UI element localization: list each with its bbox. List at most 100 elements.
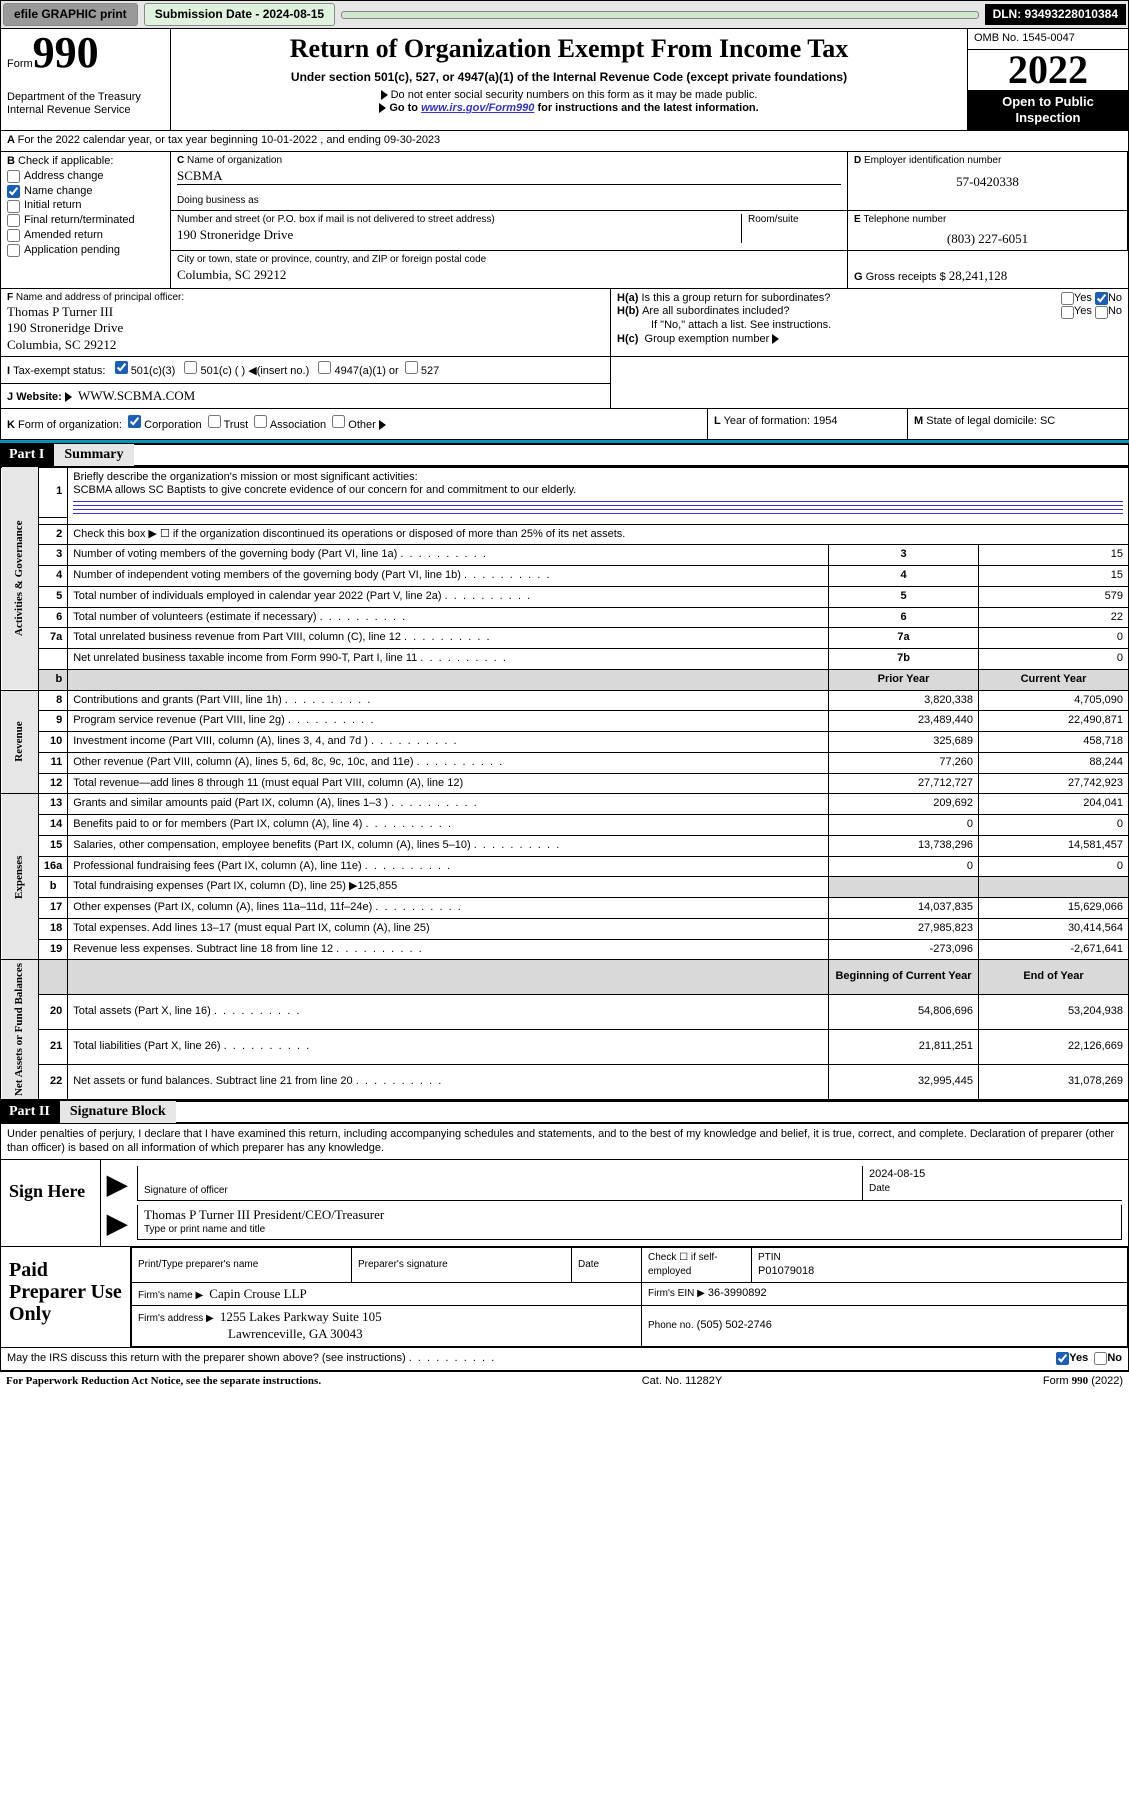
summary-table: Activities & Governance 1 Briefly descri… [0, 467, 1129, 1101]
q1: Briefly describe the organization's miss… [68, 467, 1129, 517]
spacer-pill [341, 11, 978, 19]
table-row: 7aTotal unrelated business revenue from … [1, 628, 1129, 649]
play-icon [379, 103, 386, 113]
row-i: I Tax-exempt status: 501(c)(3) 501(c) ( … [1, 357, 610, 384]
footer-right: Form 990 (2022) [1043, 1375, 1123, 1389]
col-g: G Gross receipts $ 28,241,128 [848, 251, 1128, 289]
sig-date-label: Date [869, 1183, 890, 1194]
perjury-text: Under penalties of perjury, I declare th… [0, 1124, 1129, 1161]
col-c-name: C Name of organization SCBMA Doing busin… [171, 152, 848, 211]
firm-phone: (505) 502-2746 [697, 1319, 772, 1331]
play-icon [65, 392, 72, 402]
sign-here-block: Sign Here ▶ Signature of officer 2024-08… [0, 1160, 1129, 1247]
other-check[interactable] [332, 415, 345, 428]
col-h: H(a) Is this a group return for subordin… [611, 289, 1128, 356]
opt-name: Name change [24, 185, 93, 199]
opt-amended: Amended return [24, 229, 103, 243]
submission-pill: Submission Date - 2024-08-15 [144, 3, 335, 26]
row-l: L Year of formation: 1954 [708, 409, 908, 439]
d-label: Employer identification number [864, 155, 1001, 166]
initial-return-check[interactable] [7, 200, 20, 213]
4947: 4947(a)(1) or [335, 365, 399, 377]
discuss-no-check[interactable] [1094, 1352, 1107, 1365]
g-label: Gross receipts $ [866, 271, 946, 283]
line-num: 2 [38, 524, 67, 545]
line-16b: Total fundraising expenses (Part IX, col… [68, 877, 829, 898]
name-change-check[interactable] [7, 185, 20, 198]
corp-check[interactable] [128, 415, 141, 428]
paid-preparer-block: Paid Preparer Use Only Print/Type prepar… [0, 1247, 1129, 1348]
block-ij: I Tax-exempt status: 501(c)(3) 501(c) ( … [0, 357, 1129, 410]
ein-value: 57-0420338 [854, 174, 1121, 190]
year-formation: 1954 [813, 415, 837, 427]
part-i-num: Part I [1, 444, 54, 466]
footer-cat: Cat. No. 11282Y [642, 1375, 723, 1389]
table-row: 4Number of independent voting members of… [1, 566, 1129, 587]
ha-no-check[interactable] [1095, 292, 1108, 305]
mission-text[interactable]: SCBMA allows SC Baptists to give concret… [73, 484, 576, 496]
part-i-header: Part I Summary [0, 443, 1129, 467]
city-value: Columbia, SC 29212 [177, 267, 841, 283]
501c-check[interactable] [184, 361, 197, 374]
vtab-expenses: Expenses [1, 794, 39, 960]
opt-final: Final return/terminated [24, 214, 135, 228]
trust-check[interactable] [208, 415, 221, 428]
f-label: Name and address of principal officer: [16, 292, 184, 303]
play-icon [381, 90, 388, 100]
page-footer: For Paperwork Reduction Act Notice, see … [0, 1371, 1129, 1392]
open-inspection: Open to Public Inspection [968, 90, 1128, 131]
assoc-check[interactable] [254, 415, 267, 428]
527-check[interactable] [405, 361, 418, 374]
paid-label: Paid Preparer Use Only [1, 1247, 131, 1347]
final-return-check[interactable] [7, 214, 20, 227]
table-row: 3Number of voting members of the governi… [1, 545, 1129, 566]
website-value: WWW.SCBMA.COM [78, 388, 195, 403]
addr-value: 190 Stroneridge Drive [177, 227, 741, 243]
addr-change-check[interactable] [7, 170, 20, 183]
block-bcdefg: B Check if applicable: Address change Na… [0, 152, 1129, 289]
sig-arrow-icon: ▶ [107, 1169, 137, 1202]
firm-addr1: 1255 Lakes Parkway Suite 105 [220, 1309, 382, 1324]
501c3-check[interactable] [115, 361, 128, 374]
dept-treasury: Department of the Treasury [7, 91, 164, 105]
app-pending-check[interactable] [7, 244, 20, 257]
ha-yes-check[interactable] [1061, 292, 1074, 305]
i-label: Tax-exempt status: [13, 365, 105, 377]
hb-no-check[interactable] [1095, 306, 1108, 319]
ha-yes: Yes [1074, 292, 1092, 306]
dba-label: Doing business as [177, 195, 841, 208]
header-right-cell: OMB No. 1545-0047 2022 Open to Public In… [968, 29, 1128, 130]
q2-text: Check this box ▶ ☐ if the organization d… [68, 524, 1129, 545]
527: 527 [421, 365, 439, 377]
amended-check[interactable] [7, 229, 20, 242]
play-icon [772, 334, 779, 344]
b-label: Check if applicable: [18, 155, 113, 167]
sign-content: ▶ Signature of officer 2024-08-15Date ▶ … [101, 1160, 1128, 1246]
hb-yes-check[interactable] [1061, 306, 1074, 319]
table-row: 6Total number of volunteers (estimate if… [1, 607, 1129, 628]
vtab-net: Net Assets or Fund Balances [1, 960, 39, 1100]
efile-pill[interactable]: efile GRAPHIC print [3, 3, 138, 26]
4947-check[interactable] [318, 361, 331, 374]
col-city: City or town, state or province, country… [171, 251, 848, 289]
form-id-cell: Form990 Department of the Treasury Inter… [1, 29, 171, 130]
k-label: Form of organization: [18, 419, 122, 431]
city-label: City or town, state or province, country… [177, 254, 841, 267]
vtab-activities: Activities & Governance [1, 467, 39, 690]
col-addr: Number and street (or P.O. box if mail i… [171, 211, 848, 251]
ptin-value: P01079018 [758, 1265, 814, 1277]
col-b: B Check if applicable: Address change Na… [1, 152, 171, 289]
org-name: SCBMA [177, 168, 841, 184]
opt-pending: Application pending [24, 244, 120, 258]
discuss-yes-check[interactable] [1056, 1352, 1069, 1365]
form-subtitle: Under section 501(c), 527, or 4947(a)(1)… [177, 70, 961, 85]
line-num: 1 [38, 467, 67, 517]
form-header: Form990 Department of the Treasury Inter… [0, 29, 1129, 131]
discuss-row: May the IRS discuss this return with the… [0, 1348, 1129, 1371]
row-j: J Website: WWW.SCBMA.COM [1, 384, 610, 409]
form-number: 990 [33, 28, 99, 77]
insert-no: (insert no.) [257, 365, 310, 377]
irs-link[interactable]: www.irs.gov/Form990 [421, 102, 534, 114]
officer-name-title: Thomas P Turner III President/CEO/Treasu… [144, 1207, 1115, 1223]
header-title-cell: Return of Organization Exempt From Incom… [171, 29, 968, 130]
